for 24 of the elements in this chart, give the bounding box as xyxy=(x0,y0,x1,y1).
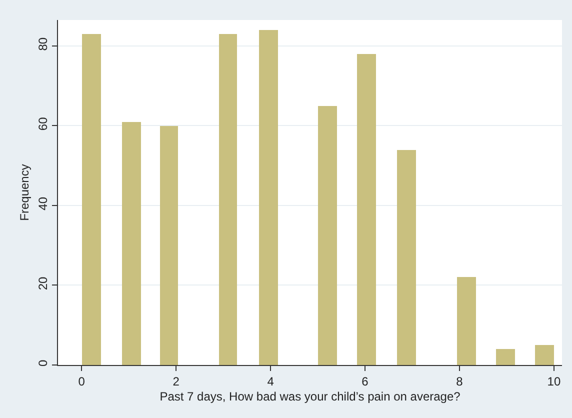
bar xyxy=(535,345,554,365)
x-tick-label: 8 xyxy=(456,374,464,388)
x-tick-label: 0 xyxy=(78,374,86,388)
x-axis-title: Past 7 days, How bad was your child’s pain on average? xyxy=(160,389,461,404)
bar xyxy=(357,54,376,365)
bar xyxy=(397,150,416,365)
bar xyxy=(160,126,178,365)
x-tick-label: 4 xyxy=(267,374,274,388)
y-tick-label: 40 xyxy=(36,196,50,210)
bar xyxy=(82,34,101,365)
y-tick-label: 60 xyxy=(36,116,50,131)
x-tick-label: 6 xyxy=(362,374,369,388)
y-tick-label: 0 xyxy=(36,360,50,367)
bar xyxy=(496,349,515,365)
bar xyxy=(122,122,141,365)
bar xyxy=(219,34,237,365)
bar xyxy=(259,30,278,365)
x-tick-label: 10 xyxy=(547,374,561,388)
y-tick-label: 20 xyxy=(36,276,50,290)
bar xyxy=(318,106,337,365)
y-tick-label: 80 xyxy=(36,37,50,51)
x-tick-label: 2 xyxy=(172,374,180,388)
y-axis-title: Frequency xyxy=(18,164,32,221)
bar xyxy=(457,277,476,365)
